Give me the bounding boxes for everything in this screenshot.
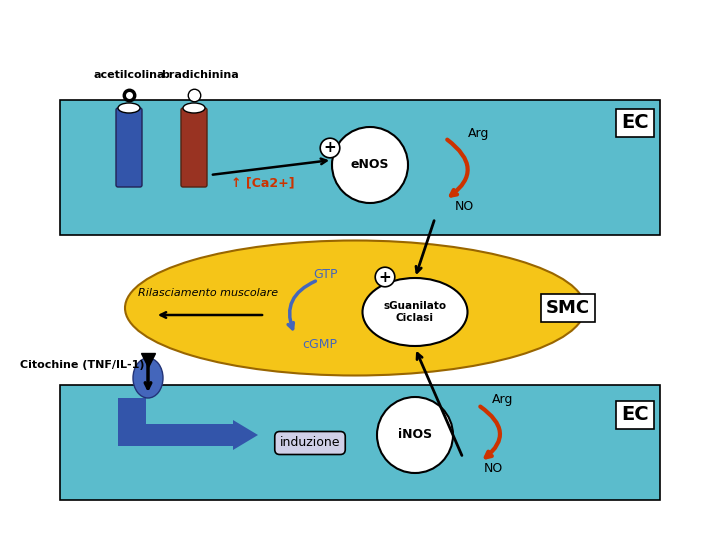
FancyBboxPatch shape (118, 398, 146, 433)
Text: EC: EC (621, 406, 649, 424)
Ellipse shape (183, 103, 205, 113)
Text: GTP: GTP (312, 268, 337, 281)
Text: SMC: SMC (546, 299, 590, 317)
FancyBboxPatch shape (116, 108, 142, 187)
Text: sGuanilato
Ciclasi: sGuanilato Ciclasi (384, 301, 446, 323)
Text: Arg: Arg (492, 394, 513, 407)
Ellipse shape (125, 240, 585, 375)
Text: +: + (323, 140, 336, 156)
Circle shape (377, 397, 453, 473)
Text: Rilasciamento muscolare: Rilasciamento muscolare (138, 288, 278, 298)
Text: NO: NO (455, 200, 474, 213)
Text: Citochine (TNF/IL-1): Citochine (TNF/IL-1) (20, 360, 145, 370)
Text: acetilcolina: acetilcolina (94, 70, 165, 80)
Circle shape (332, 127, 408, 203)
FancyArrow shape (118, 420, 258, 450)
Text: NO: NO (484, 462, 503, 476)
Text: +: + (379, 269, 392, 285)
Ellipse shape (118, 103, 140, 113)
Bar (60, 385, 660, 500)
Text: Arg: Arg (468, 126, 490, 139)
Text: cGMP: cGMP (302, 339, 338, 352)
Text: bradichinina: bradichinina (161, 70, 239, 80)
Text: induzione: induzione (280, 436, 341, 449)
Text: ↑ [Ca2+]: ↑ [Ca2+] (231, 177, 294, 190)
Text: EC: EC (621, 113, 649, 132)
Text: eNOS: eNOS (351, 159, 390, 172)
FancyBboxPatch shape (181, 108, 207, 187)
Bar (60, 100, 660, 235)
Ellipse shape (133, 358, 163, 398)
Text: iNOS: iNOS (398, 429, 432, 442)
Ellipse shape (362, 278, 467, 346)
